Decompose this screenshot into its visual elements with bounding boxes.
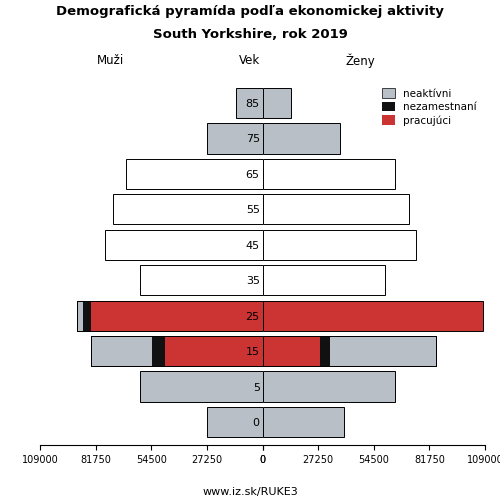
Bar bbox=[164, 336, 262, 366]
Bar bbox=[152, 336, 164, 366]
Bar bbox=[208, 407, 262, 437]
Bar bbox=[236, 88, 262, 118]
Bar bbox=[262, 336, 320, 366]
Text: South Yorkshire, rok 2019: South Yorkshire, rok 2019 bbox=[152, 28, 348, 40]
Bar bbox=[106, 230, 262, 260]
Bar bbox=[262, 336, 436, 366]
Text: Ženy: Ženy bbox=[345, 53, 375, 68]
Bar bbox=[262, 159, 395, 189]
Bar bbox=[262, 336, 436, 366]
Bar bbox=[262, 124, 340, 154]
Bar bbox=[262, 300, 483, 330]
Text: Demografická pyramída podľa ekonomickej aktivity: Demografická pyramída podľa ekonomickej … bbox=[56, 5, 444, 18]
Bar bbox=[76, 300, 262, 330]
Bar bbox=[262, 230, 416, 260]
Bar bbox=[140, 372, 262, 402]
Bar bbox=[91, 336, 262, 366]
Bar bbox=[114, 194, 262, 224]
Bar bbox=[262, 194, 410, 224]
Text: Vek: Vek bbox=[240, 54, 260, 68]
Bar bbox=[91, 336, 262, 366]
Legend: neaktívni, nezamestnaní, pracujúci: neaktívni, nezamestnaní, pracujúci bbox=[379, 85, 480, 128]
Bar bbox=[91, 300, 262, 330]
Bar bbox=[320, 336, 330, 366]
Bar bbox=[262, 265, 385, 296]
Bar bbox=[262, 407, 344, 437]
Bar bbox=[140, 265, 262, 296]
Bar bbox=[76, 300, 262, 330]
Bar bbox=[262, 372, 395, 402]
Text: Muži: Muži bbox=[96, 54, 124, 68]
Bar bbox=[126, 159, 262, 189]
Text: www.iz.sk/RUKE3: www.iz.sk/RUKE3 bbox=[202, 488, 298, 498]
Bar bbox=[262, 88, 291, 118]
Bar bbox=[262, 300, 483, 330]
Bar bbox=[208, 124, 262, 154]
Bar bbox=[83, 300, 91, 330]
